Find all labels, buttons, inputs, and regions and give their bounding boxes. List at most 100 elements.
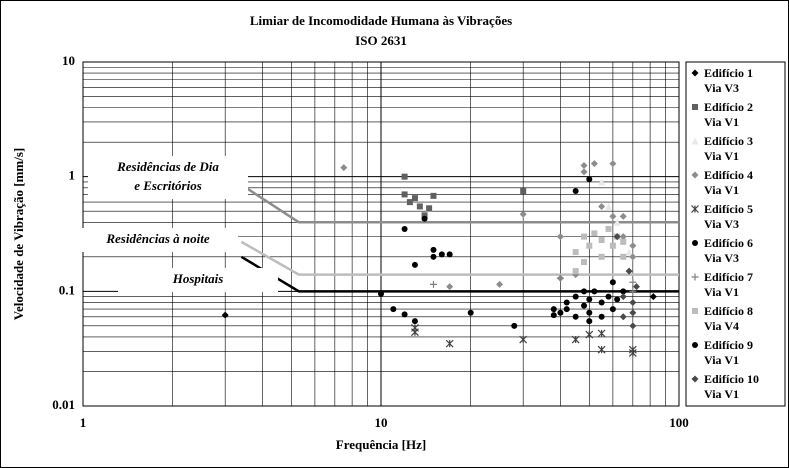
- legend-label: Edifício 6 Via V3: [704, 236, 754, 265]
- marker: [496, 280, 504, 288]
- marker: [691, 273, 699, 281]
- marker: [416, 203, 423, 210]
- marker: [430, 253, 437, 260]
- marker: [556, 274, 564, 282]
- marker: [620, 253, 627, 260]
- marker: [692, 308, 698, 314]
- legend-swatch: [691, 205, 699, 213]
- y-tick-label: 1: [69, 168, 76, 183]
- marker: [411, 261, 418, 268]
- line-label: Residências à noite: [105, 231, 210, 246]
- marker: [691, 69, 699, 77]
- marker: [598, 178, 606, 186]
- legend-swatch: [691, 273, 699, 281]
- marker: [401, 191, 408, 198]
- marker: [421, 215, 428, 222]
- legend-entry: Edifício 10 Via V1: [688, 372, 782, 406]
- marker: [411, 195, 418, 202]
- threshold-line: [240, 240, 679, 276]
- marker: [590, 160, 598, 168]
- y-axis-label: Velocidade de Vibração [mm/s]: [11, 148, 26, 320]
- marker: [692, 342, 698, 348]
- marker: [426, 205, 433, 212]
- marker: [613, 218, 621, 226]
- marker: [572, 249, 579, 256]
- marker: [221, 311, 229, 319]
- marker: [586, 309, 593, 316]
- marker: [586, 296, 593, 303]
- marker: [572, 293, 579, 300]
- line-label: Residências de Dia: [116, 159, 219, 174]
- marker: [581, 233, 588, 240]
- marker: [563, 299, 570, 306]
- marker: [629, 278, 637, 286]
- legend-label: Edifício 9 Via V1: [704, 338, 754, 367]
- marker: [609, 212, 617, 220]
- legend-label: Edifício 10 Via V1: [704, 372, 760, 401]
- marker: [406, 199, 413, 206]
- marker: [620, 288, 627, 295]
- legend-entry: Edifício 2 Via V1: [688, 100, 782, 134]
- marker: [609, 242, 616, 249]
- marker: [411, 328, 419, 337]
- legend-entry: Edifício 7 Via V1: [688, 270, 782, 304]
- marker: [598, 253, 605, 260]
- marker: [629, 298, 637, 306]
- marker: [619, 233, 627, 241]
- legend-box: [685, 61, 786, 407]
- line-label: Hospitais: [172, 271, 224, 286]
- chart-title: ISO 2631: [355, 33, 407, 48]
- marker: [550, 306, 557, 313]
- marker: [430, 192, 437, 199]
- marker: [649, 293, 657, 301]
- marker: [572, 313, 579, 320]
- label-box: [78, 228, 238, 252]
- marker: [446, 283, 454, 291]
- marker: [691, 171, 699, 179]
- line-label: e Escritórios: [134, 178, 202, 193]
- marker: [401, 311, 408, 318]
- marker: [598, 237, 605, 244]
- marker: [632, 283, 640, 291]
- marker: [585, 330, 594, 339]
- marker: [691, 375, 699, 383]
- marker: [620, 238, 627, 245]
- marker: [556, 233, 564, 241]
- marker: [692, 240, 698, 246]
- marker: [598, 313, 605, 320]
- marker: [609, 306, 616, 313]
- marker: [629, 322, 637, 330]
- marker: [691, 205, 699, 213]
- marker: [691, 137, 699, 145]
- marker: [628, 349, 637, 357]
- legend: Edifício 1 Via V3 Edifício 2 Via V1 Edifíc…: [688, 66, 782, 406]
- marker: [378, 290, 384, 297]
- marker: [629, 309, 637, 317]
- marker: [563, 306, 570, 313]
- y-tick-label: 10: [62, 53, 75, 68]
- marker: [572, 187, 579, 194]
- marker: [446, 251, 453, 258]
- marker: [629, 242, 637, 250]
- marker: [625, 248, 633, 256]
- marker: [586, 318, 593, 325]
- legend-entry: Edifício 9 Via V1: [688, 338, 782, 372]
- marker: [401, 225, 408, 232]
- marker: [511, 322, 518, 329]
- label-box: [88, 156, 248, 199]
- threshold-line: [240, 183, 679, 224]
- marker: [609, 160, 617, 168]
- marker: [591, 288, 598, 295]
- marker: [619, 212, 627, 220]
- marker: [586, 176, 593, 183]
- marker: [520, 187, 527, 194]
- x-tick-label: 100: [669, 415, 689, 430]
- legend-label: Edifício 2 Via V1: [704, 100, 754, 129]
- legend-label: Edifício 7 Via V1: [704, 270, 754, 299]
- marker: [605, 202, 613, 210]
- marker: [572, 268, 579, 275]
- legend-entry: Edifício 4 Via V1: [688, 168, 782, 202]
- marker: [445, 339, 454, 348]
- legend-entry: Edifício 6 Via V3: [688, 236, 782, 270]
